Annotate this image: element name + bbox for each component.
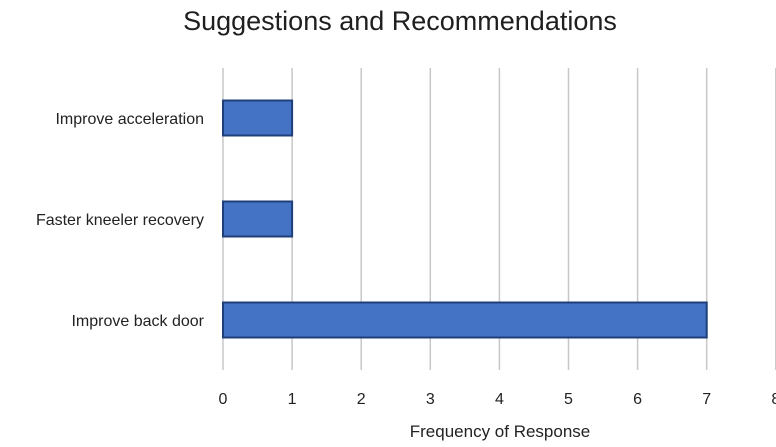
x-tick-label-7: 7	[702, 391, 711, 408]
x-tick-label-6: 6	[633, 391, 642, 408]
x-tick-labels: 0 1 2 3 4 5 6 7 8	[219, 391, 776, 408]
x-axis-title: Frequency of Response	[410, 422, 591, 441]
x-tick-label-2: 2	[357, 391, 366, 408]
bar-improve-back-door	[222, 301, 708, 339]
x-tick-label-1: 1	[288, 391, 297, 408]
x-tick-label-0: 0	[219, 391, 228, 408]
bar-improve-acceleration	[222, 99, 294, 137]
x-tick-label-4: 4	[495, 391, 504, 408]
x-tick-label-3: 3	[426, 391, 435, 408]
category-label-improve-back-door: Improve back door	[71, 313, 204, 330]
bars	[222, 99, 708, 339]
x-tick-label-8: 8	[771, 391, 776, 408]
category-label-faster-kneeler-recovery: Faster kneeler recovery	[36, 212, 204, 229]
chart-title: Suggestions and Recommendations	[183, 6, 617, 36]
bar-faster-kneeler-recovery	[222, 200, 294, 238]
category-label-improve-acceleration: Improve acceleration	[55, 111, 204, 128]
category-labels: Improve acceleration Faster kneeler recov…	[36, 111, 205, 330]
x-tick-label-5: 5	[564, 391, 573, 408]
